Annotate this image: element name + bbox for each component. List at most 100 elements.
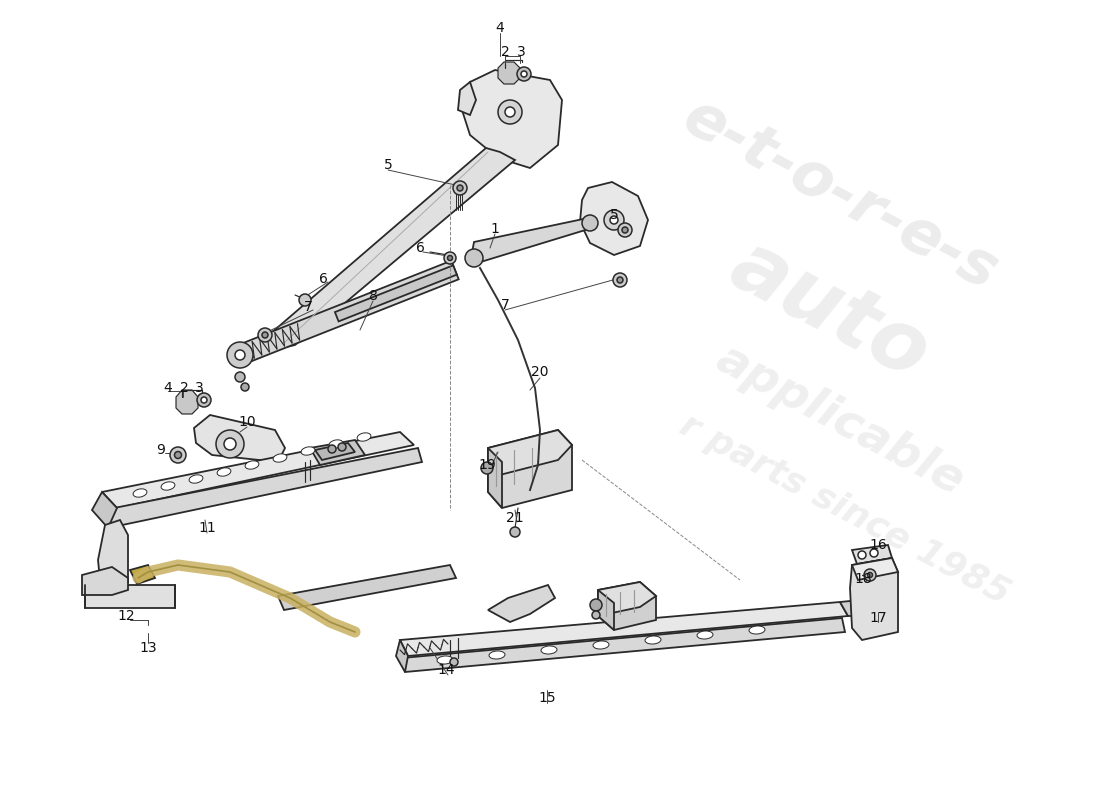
Polygon shape [488, 430, 572, 478]
Text: 7: 7 [500, 298, 509, 312]
Text: 13: 13 [140, 641, 157, 655]
Circle shape [444, 252, 456, 264]
Text: 12: 12 [118, 609, 135, 623]
Text: 14: 14 [437, 663, 454, 677]
Polygon shape [488, 430, 572, 508]
Text: 20: 20 [531, 365, 549, 379]
Polygon shape [598, 590, 614, 630]
Circle shape [448, 255, 452, 261]
Ellipse shape [541, 646, 557, 654]
Circle shape [299, 294, 311, 306]
Circle shape [170, 447, 186, 463]
Polygon shape [236, 261, 459, 364]
Polygon shape [580, 182, 648, 255]
Ellipse shape [329, 440, 343, 448]
Ellipse shape [697, 631, 713, 639]
Polygon shape [85, 585, 175, 608]
Circle shape [450, 658, 458, 666]
Text: 4: 4 [164, 381, 173, 395]
Circle shape [481, 462, 493, 474]
Polygon shape [400, 602, 848, 656]
Circle shape [868, 573, 872, 578]
Polygon shape [488, 448, 502, 508]
Polygon shape [472, 218, 592, 264]
Polygon shape [82, 567, 128, 595]
Ellipse shape [133, 489, 147, 497]
Ellipse shape [437, 656, 453, 664]
Text: 6: 6 [319, 272, 328, 286]
Circle shape [610, 216, 618, 224]
Circle shape [613, 273, 627, 287]
Ellipse shape [245, 461, 258, 469]
Circle shape [590, 599, 602, 611]
Polygon shape [598, 582, 656, 616]
Text: 11: 11 [198, 521, 216, 535]
Polygon shape [194, 415, 285, 462]
Polygon shape [130, 565, 155, 584]
Circle shape [617, 277, 623, 283]
Circle shape [517, 67, 531, 81]
Polygon shape [498, 62, 520, 84]
Circle shape [216, 430, 244, 458]
Polygon shape [104, 448, 422, 528]
Text: 2: 2 [500, 45, 509, 59]
Text: 21: 21 [506, 511, 524, 525]
Text: 16: 16 [869, 538, 887, 552]
Ellipse shape [189, 475, 202, 483]
Circle shape [227, 342, 253, 368]
Circle shape [224, 438, 236, 450]
Polygon shape [852, 558, 898, 580]
Circle shape [258, 328, 272, 342]
Text: 1: 1 [491, 222, 499, 236]
Text: 8: 8 [368, 289, 377, 303]
Polygon shape [488, 585, 556, 622]
Text: applicable: applicable [708, 336, 971, 504]
Circle shape [604, 210, 624, 230]
Circle shape [465, 249, 483, 267]
Circle shape [505, 107, 515, 117]
Text: 5: 5 [384, 158, 393, 172]
Circle shape [456, 185, 463, 191]
Polygon shape [92, 492, 117, 528]
Text: e-t-o-r-e-s: e-t-o-r-e-s [673, 87, 1008, 302]
Polygon shape [310, 440, 365, 465]
Polygon shape [402, 618, 845, 672]
Polygon shape [396, 640, 408, 672]
Circle shape [498, 100, 522, 124]
Polygon shape [852, 545, 892, 564]
Text: 9: 9 [156, 443, 165, 457]
Circle shape [582, 215, 598, 231]
Circle shape [453, 181, 468, 195]
Circle shape [521, 71, 527, 77]
Circle shape [338, 443, 346, 451]
Circle shape [328, 445, 336, 453]
Ellipse shape [645, 636, 661, 644]
Text: 18: 18 [854, 572, 872, 586]
Circle shape [201, 397, 207, 403]
Polygon shape [458, 82, 476, 115]
Polygon shape [462, 70, 562, 168]
Text: 15: 15 [538, 691, 556, 705]
Text: 10: 10 [239, 415, 256, 429]
Text: 17: 17 [869, 611, 887, 625]
Circle shape [197, 393, 211, 407]
Ellipse shape [358, 433, 371, 441]
Polygon shape [270, 148, 515, 348]
Circle shape [870, 549, 878, 557]
Polygon shape [315, 443, 355, 460]
Circle shape [175, 451, 182, 458]
Text: 19: 19 [478, 458, 496, 472]
Polygon shape [598, 582, 656, 630]
Polygon shape [278, 565, 456, 610]
Polygon shape [102, 432, 414, 508]
Text: r parts since 1985: r parts since 1985 [674, 409, 1015, 611]
Text: auto: auto [717, 224, 943, 396]
Circle shape [241, 383, 249, 391]
Text: 5: 5 [609, 208, 618, 222]
Circle shape [858, 551, 866, 559]
Ellipse shape [593, 641, 609, 649]
Polygon shape [850, 558, 898, 640]
Ellipse shape [217, 468, 231, 476]
Circle shape [262, 332, 268, 338]
Text: 6: 6 [416, 241, 425, 255]
